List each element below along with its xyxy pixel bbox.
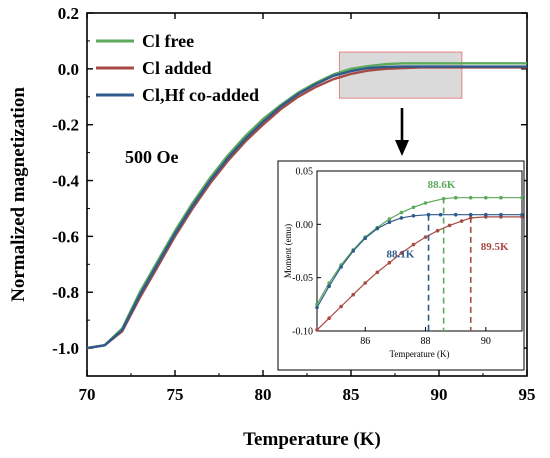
inset-series-line bbox=[316, 214, 522, 308]
arrow-head bbox=[395, 140, 409, 156]
y-tick-label: 0.0 bbox=[58, 60, 79, 79]
inset-series-point bbox=[484, 195, 488, 200]
inset-series-point bbox=[315, 305, 319, 310]
inset-y-axis-title: Moment (emu) bbox=[283, 224, 293, 278]
x-tick-label: 70 bbox=[79, 385, 96, 404]
inset-series-point bbox=[351, 249, 356, 253]
inset-x-tick-label: 90 bbox=[481, 336, 491, 347]
inset-series-point bbox=[327, 284, 331, 289]
inset-series-point bbox=[426, 212, 431, 217]
x-tick-label: 90 bbox=[431, 385, 448, 404]
inset-background bbox=[277, 160, 525, 371]
x-tick-label: 95 bbox=[519, 385, 536, 404]
x-tick-label: 80 bbox=[255, 385, 272, 404]
inset-frame bbox=[316, 170, 523, 332]
inset-series-point bbox=[387, 220, 392, 224]
inset-series-point bbox=[447, 223, 452, 228]
inset-chart: 86 88 90 0.05 0.00 -0.05 -0.10 Temperature (K) M… bbox=[277, 160, 525, 371]
inset-series-line bbox=[316, 197, 522, 305]
y-axis-title: Normalized magnetization bbox=[8, 87, 29, 302]
y-tick-label: 0.2 bbox=[58, 4, 79, 23]
y-tick-label: -0.4 bbox=[52, 172, 79, 191]
inset-series-point bbox=[399, 251, 404, 255]
inset-series-point bbox=[339, 265, 343, 269]
inset-x-tick-label: 88 bbox=[421, 336, 431, 347]
inset-series-point bbox=[315, 328, 319, 332]
legend-label: Cl free bbox=[142, 31, 194, 51]
inset-series-point bbox=[387, 260, 392, 265]
y-tick-label: -0.2 bbox=[52, 116, 79, 135]
inset-x-tick-label: 86 bbox=[360, 336, 370, 347]
field-annotation: 500 Oe bbox=[125, 147, 179, 167]
inset-series-point bbox=[375, 270, 380, 275]
inset-tc-label: 88.1K bbox=[387, 248, 415, 260]
inset-x-axis-title: Temperature (K) bbox=[389, 349, 449, 359]
inset-series-point bbox=[453, 195, 458, 200]
y-tick-label: -0.8 bbox=[52, 283, 79, 302]
inset-series-point bbox=[363, 281, 368, 285]
inset-series-point bbox=[399, 216, 404, 220]
main-chart: 70 75 80 85 90 95 0.2 0.0 -0.2 -0.4 -0.6 -0.8 -1.0 Te… bbox=[8, 4, 536, 450]
zoom-region bbox=[338, 51, 463, 99]
inset-series-point bbox=[423, 201, 428, 205]
inset-series-point bbox=[520, 195, 524, 200]
x-axis-title: Temperature (K) bbox=[243, 429, 381, 450]
inset-series-point bbox=[423, 235, 428, 239]
inset-series-point bbox=[520, 212, 524, 217]
inset-series-point bbox=[499, 212, 503, 217]
inset-series-point bbox=[387, 217, 392, 221]
legend-label: Cl added bbox=[142, 58, 212, 78]
x-tick-label: 75 bbox=[167, 385, 184, 404]
inset-series-point bbox=[339, 304, 343, 309]
inset-y-tick-label: -0.05 bbox=[292, 273, 313, 284]
inset-series-point bbox=[375, 226, 380, 231]
inset-series-point bbox=[351, 292, 356, 297]
inset-series-point bbox=[438, 212, 443, 217]
inset-y-tick-label: 0.00 bbox=[296, 220, 314, 231]
inset-series-point bbox=[459, 219, 464, 223]
x-tick-label: 85 bbox=[343, 385, 360, 404]
inset-series-point bbox=[411, 205, 416, 210]
inset-series-point bbox=[484, 212, 488, 217]
inset-y-tick-label: 0.05 bbox=[296, 167, 314, 178]
inset-series-point bbox=[435, 228, 440, 233]
inset-series-point bbox=[453, 212, 458, 217]
inset-series-point bbox=[499, 195, 503, 200]
y-tick-label: -0.6 bbox=[52, 227, 79, 246]
inset-series-point bbox=[411, 242, 416, 247]
inset-series-point bbox=[399, 210, 404, 215]
series-line bbox=[86, 66, 527, 350]
inset-series-point bbox=[468, 212, 473, 217]
inset-tc-label: 88.6K bbox=[428, 179, 456, 191]
legend-label: Cl,Hf co-added bbox=[142, 85, 259, 105]
y-tick-label: -1.0 bbox=[52, 339, 79, 358]
inset-tc-label: 89.5K bbox=[481, 241, 509, 253]
inset-series-point bbox=[363, 236, 368, 240]
series-line bbox=[86, 65, 527, 350]
inset-y-tick-label: -0.10 bbox=[292, 327, 313, 338]
inset-series-point bbox=[468, 195, 473, 200]
inset-series-point bbox=[327, 316, 331, 321]
inset-series-point bbox=[411, 214, 416, 218]
